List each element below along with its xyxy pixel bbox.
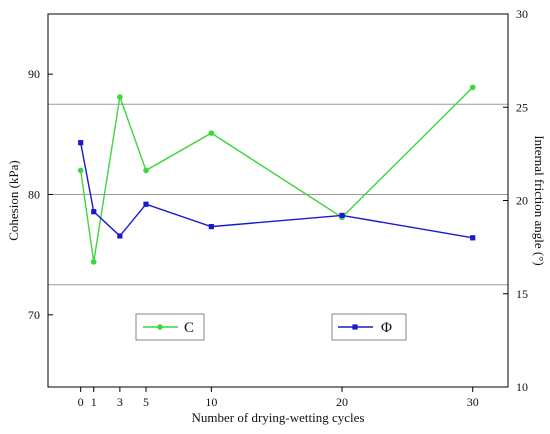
x-axis-tick-label: 3 bbox=[117, 395, 123, 409]
x-axis-tick-label: 30 bbox=[467, 395, 479, 409]
cohesion-data-point bbox=[143, 167, 149, 174]
right-axis-tick-label: 15 bbox=[516, 287, 528, 301]
cohesion-data-point bbox=[117, 94, 123, 100]
friction-angle-data-point bbox=[339, 212, 345, 219]
legend-box-cohesion bbox=[135, 313, 205, 341]
cohesion-data-point bbox=[208, 130, 215, 136]
x-axis-tick-label: 1 bbox=[91, 395, 97, 409]
right-axis-tick-label: 30 bbox=[516, 7, 528, 21]
legend: C Φ bbox=[135, 313, 407, 341]
left-y-axis-label: Cohesion (kPa) bbox=[6, 160, 21, 241]
legend-marker-cohesion bbox=[157, 324, 163, 330]
legend-marker-friction-angle bbox=[352, 324, 358, 330]
cohesion-data-point bbox=[90, 259, 97, 265]
friction-angle-line bbox=[79, 142, 473, 239]
legend-label-friction-angle: Φ bbox=[381, 320, 392, 336]
right-y-axis-label: Internal friction angle (°) bbox=[532, 135, 547, 265]
x-axis-tick-label: 10 bbox=[205, 395, 217, 409]
cohesion-data-point bbox=[469, 84, 476, 91]
x-axis-tick-label: 5 bbox=[143, 395, 149, 409]
friction-angle-data-point bbox=[117, 233, 123, 239]
x-axis-tick-label: 20 bbox=[336, 395, 348, 409]
left-axis-tick-label: 90 bbox=[28, 67, 40, 81]
legend-label-cohesion: C bbox=[184, 320, 194, 336]
friction-angle-data-point bbox=[143, 201, 149, 207]
right-axis-tick-label: 20 bbox=[516, 194, 528, 208]
x-axis-label: Number of drying-wetting cycles bbox=[192, 410, 365, 425]
friction-angle-data-point bbox=[78, 140, 84, 146]
legend-box-friction-angle bbox=[331, 313, 407, 341]
left-axis-tick-label: 70 bbox=[28, 308, 40, 322]
plot-frame bbox=[47, 13, 509, 388]
grid-lines bbox=[48, 103, 508, 286]
right-axis-ticks: 10 15 20 25 30 bbox=[503, 7, 528, 394]
x-axis-ticks: 0 1 3 5 10 20 30 bbox=[78, 387, 479, 409]
friction-angle-data-point bbox=[470, 235, 476, 241]
friction-angle-data-point bbox=[208, 224, 214, 230]
left-axis-tick-label: 80 bbox=[28, 187, 40, 201]
cohesion-line bbox=[79, 86, 474, 262]
cohesion-data-point bbox=[77, 167, 84, 174]
series-group bbox=[77, 84, 476, 265]
x-axis-tick-label: 0 bbox=[78, 395, 84, 409]
right-axis-tick-label: 25 bbox=[516, 100, 528, 114]
right-axis-tick-label: 10 bbox=[516, 380, 528, 394]
left-axis-ticks: 70 80 90 bbox=[28, 67, 53, 322]
friction-angle-data-point bbox=[91, 209, 97, 215]
